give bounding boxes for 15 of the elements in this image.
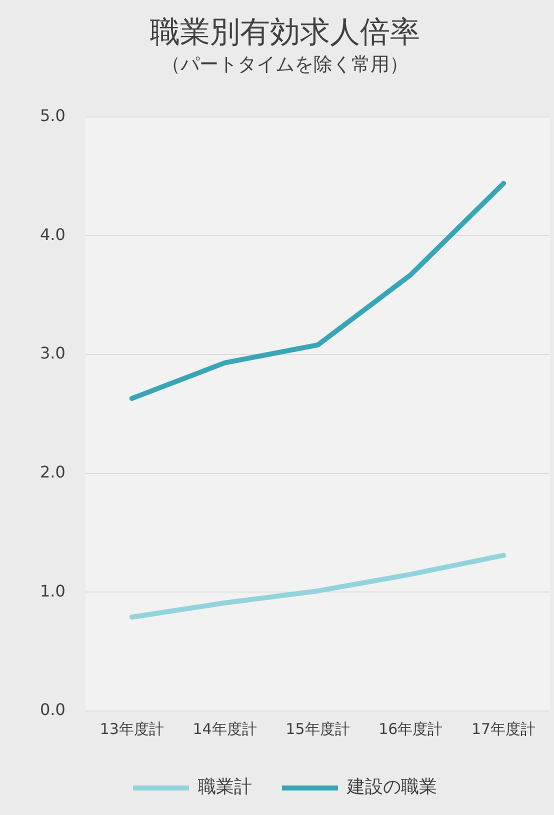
y-tick-label: 2.0 — [40, 462, 66, 482]
y-tick-label: 0.0 — [40, 700, 66, 720]
y-tick-label: 3.0 — [40, 344, 66, 363]
x-tick-label: 14年度計 — [192, 720, 257, 738]
legend-label: 職業計 — [198, 776, 252, 798]
chart-subtitle: （パートタイムを除く常用） — [162, 53, 408, 76]
y-tick-label: 5.0 — [40, 106, 66, 125]
chart-title: 職業別有効求人倍率 — [150, 14, 420, 50]
x-tick-label: 17年度計 — [472, 720, 536, 738]
x-tick-label: 15年度計 — [286, 720, 350, 738]
y-tick-label: 4.0 — [40, 224, 66, 244]
y-tick-label: 1.0 — [40, 581, 66, 600]
x-tick-label: 16年度計 — [378, 720, 443, 738]
legend-label: 建設の職業 — [346, 776, 437, 798]
x-tick-label: 13年度計 — [100, 720, 164, 738]
